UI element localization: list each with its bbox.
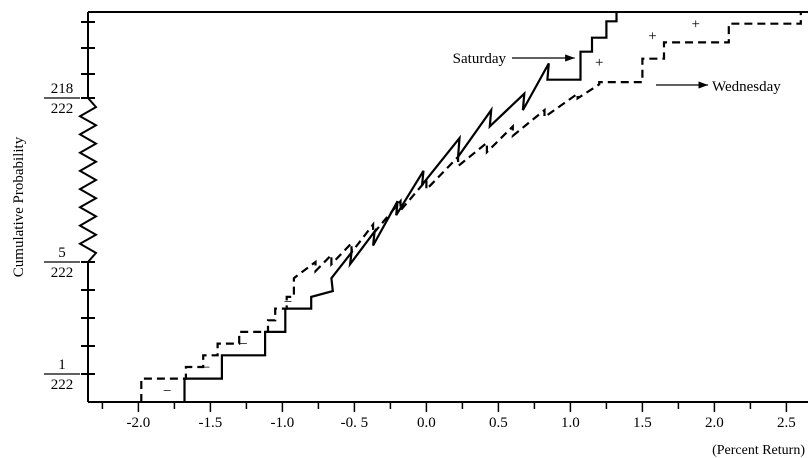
- plus-marker: +: [595, 55, 603, 71]
- y-tick-numerator: 1: [58, 357, 66, 373]
- x-tick-label: 0.0: [417, 415, 436, 431]
- y-tick-denominator: 222: [51, 101, 74, 117]
- minus-marker: −: [202, 360, 210, 376]
- x-tick-label: -1.0: [271, 415, 295, 431]
- x-axis-unit-label: (Percent Return): [712, 443, 805, 458]
- x-tick-label: 2.5: [777, 415, 796, 431]
- y-axis-title: Cumulative Probability: [11, 136, 27, 277]
- series-label-saturday: Saturday: [453, 51, 507, 67]
- plus-marker: +: [648, 28, 656, 44]
- y-tick-numerator: 5: [58, 245, 66, 261]
- series-line-saturday: [183, 12, 618, 402]
- x-tick-label: 0.5: [489, 415, 508, 431]
- series-line-wednesday: [140, 12, 802, 402]
- y-tick-denominator: 222: [51, 377, 74, 393]
- x-tick-label: -0. 5: [341, 415, 369, 431]
- axes: [77, 11, 808, 412]
- labels-layer: -2.0 -1.5 -1.0 -0. 5 0.0 0.5 1.0 1.5 2.0 2.5 1 222 5…: [11, 17, 805, 458]
- x-tick-label: 1.0: [561, 415, 580, 431]
- plus-marker: +: [691, 17, 699, 33]
- minus-marker: −: [267, 313, 275, 329]
- x-tick-label: 1.5: [633, 415, 652, 431]
- minus-marker: −: [163, 383, 171, 399]
- series-layer: [140, 12, 802, 402]
- y-tick-denominator: 222: [51, 265, 74, 281]
- minus-marker: −: [239, 337, 247, 353]
- series-label-wednesday: Wednesday: [712, 79, 781, 95]
- x-tick-label: -2.0: [127, 415, 151, 431]
- x-tick-label: -1.5: [199, 415, 223, 431]
- minus-marker: −: [284, 295, 292, 311]
- y-axis-break-zigzag: [77, 97, 99, 263]
- y-tick-numerator: 218: [51, 81, 74, 97]
- x-tick-label: 2.0: [705, 415, 724, 431]
